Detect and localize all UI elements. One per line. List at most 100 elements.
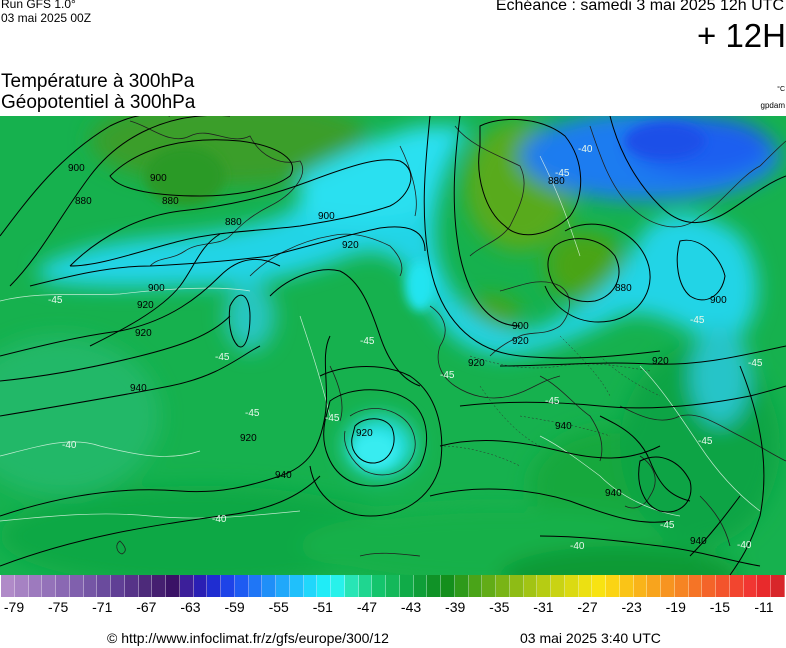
scale-swatch [564, 575, 579, 597]
scale-swatch [124, 575, 139, 597]
scale-tick-label: -15 [709, 599, 730, 615]
contour-label: 920 [342, 240, 359, 251]
scale-swatch [757, 575, 771, 597]
contour-label: 880 [75, 196, 92, 207]
contour-label: 920 [137, 300, 154, 311]
contour-label: 900 [318, 211, 335, 222]
scale-swatch [69, 575, 84, 597]
temperature-label: -45 [748, 358, 763, 369]
color-scale [1, 575, 785, 597]
map-title-geopotential: Géopotentiel à 300hPa [1, 92, 196, 113]
scale-swatch [771, 575, 785, 597]
temperature-label: -40 [570, 541, 585, 552]
scale-tick-label: -19 [665, 599, 686, 615]
scale-swatch [1, 575, 15, 597]
temperature-isolines [0, 155, 761, 522]
scale-swatch [207, 575, 221, 597]
temperature-label: -45 [545, 396, 560, 407]
scale-swatch [303, 575, 318, 597]
scale-swatch [606, 575, 620, 597]
scale-swatch [482, 575, 496, 597]
contour-label: 880 [225, 217, 242, 228]
contour-label: 940 [275, 470, 292, 481]
scale-swatch [262, 575, 276, 597]
contour-label: 880 [615, 283, 632, 294]
scale-swatch [661, 575, 675, 597]
scale-swatch [138, 575, 153, 597]
country-borders [439, 335, 661, 467]
scale-swatch [537, 575, 551, 597]
contour-label: 940 [605, 488, 622, 499]
temperature-detail [145, 123, 705, 469]
scale-swatch [729, 575, 744, 597]
temperature-label: -40 [578, 144, 593, 155]
scale-tick-label: -63 [180, 599, 201, 615]
scale-swatch [399, 575, 414, 597]
scale-swatch [523, 575, 538, 597]
unit-temperature: °C [777, 86, 785, 93]
scale-swatch [42, 575, 56, 597]
temperature-label: -40 [62, 440, 77, 451]
contour-label: 940 [130, 383, 147, 394]
scale-tick-label: -71 [92, 599, 113, 615]
contour-label: 920 [356, 428, 373, 439]
scale-swatch [234, 575, 249, 597]
scale-swatch [111, 575, 125, 597]
weather-map[interactable]: 900 880 880 900 880 900 920 920 900 920 … [0, 116, 786, 575]
temperature-label: -45 [690, 315, 705, 326]
scale-swatch [331, 575, 345, 597]
scale-tick-label: -55 [268, 599, 289, 615]
scale-swatch [344, 575, 359, 597]
contour-label: 900 [150, 173, 167, 184]
contour-label: 880 [162, 196, 179, 207]
source-url[interactable]: © http://www.infoclimat.fr/z/gfs/europe/… [107, 630, 389, 646]
scale-swatch [83, 575, 98, 597]
scale-swatch [97, 575, 111, 597]
scale-tick-label: -31 [533, 599, 554, 615]
contour-label: 920 [652, 356, 669, 367]
scale-tick-label: -47 [356, 599, 378, 615]
scale-swatch [386, 575, 400, 597]
contour-label: 900 [148, 283, 165, 294]
scale-swatch [468, 575, 483, 597]
scale-swatch [289, 575, 304, 597]
contour-label: 920 [240, 433, 257, 444]
color-scale-ticks: -79 -75 -71 -67 -63 -59 -55 -51 -47 -43 -39 -35 -31 -… [0, 599, 786, 615]
temperature-label: -45 [245, 408, 260, 419]
scale-swatch [688, 575, 703, 597]
scale-tick-label: -75 [47, 599, 69, 615]
temperature-label: -45 [325, 413, 340, 424]
scale-swatch [619, 575, 634, 597]
scale-swatch [592, 575, 606, 597]
scale-swatch [509, 575, 524, 597]
contour-labels: 900 880 880 900 880 900 920 920 900 920 … [68, 163, 727, 547]
temperature-label: -40 [737, 540, 752, 551]
contour-label: 940 [690, 536, 707, 547]
scale-swatch [716, 575, 730, 597]
temperature-label: -45 [698, 436, 713, 447]
forecast-time: Echéance : samedi 3 mai 2025 12h UTC [495, 0, 784, 14]
scale-swatch [221, 575, 235, 597]
scale-swatch [427, 575, 441, 597]
contour-label: 900 [68, 163, 85, 174]
scale-swatch [633, 575, 648, 597]
scale-swatch [358, 575, 373, 597]
temperature-label: -40 [212, 514, 227, 525]
contour-label: 880 [548, 176, 565, 187]
generation-date: 03 mai 2025 3:40 UTC [520, 630, 661, 646]
scale-tick-label: -59 [224, 599, 245, 615]
scale-swatch [193, 575, 208, 597]
scale-tick-label: -39 [445, 599, 466, 615]
scale-swatch [28, 575, 43, 597]
temperature-label: -45 [555, 168, 570, 179]
scale-tick-label: -27 [577, 599, 598, 615]
run-date: 03 mai 2025 00Z [1, 11, 92, 25]
scale-swatch [496, 575, 510, 597]
scale-tick-label: -79 [3, 599, 25, 615]
scale-swatch [551, 575, 565, 597]
scale-tick-label: -11 [754, 599, 774, 615]
contour-label: 920 [135, 328, 152, 339]
geopotential-contours [0, 116, 786, 575]
scale-tick-label: -43 [400, 599, 422, 615]
scale-swatch [372, 575, 386, 597]
